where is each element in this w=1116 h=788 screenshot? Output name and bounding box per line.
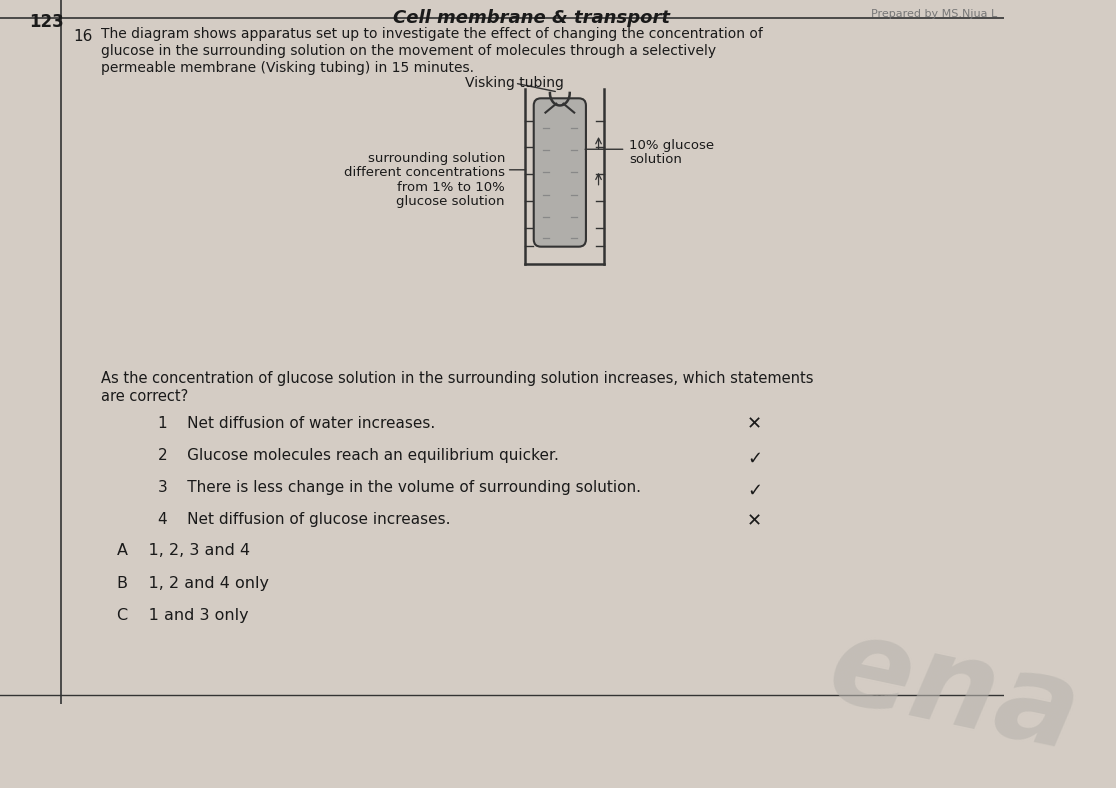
Text: 4    Net diffusion of glucose increases.: 4 Net diffusion of glucose increases.	[157, 512, 450, 527]
Text: The diagram shows apparatus set up to investigate the effect of changing the con: The diagram shows apparatus set up to in…	[100, 27, 762, 41]
Text: Prepared by MS.Njua L: Prepared by MS.Njua L	[870, 9, 998, 19]
Text: Cell membrane & transport: Cell membrane & transport	[393, 9, 670, 27]
Text: glucose solution: glucose solution	[396, 195, 504, 208]
Text: different concentrations: different concentrations	[344, 166, 504, 179]
Text: 1    Net diffusion of water increases.: 1 Net diffusion of water increases.	[157, 415, 435, 430]
Text: A    1, 2, 3 and 4: A 1, 2, 3 and 4	[117, 544, 250, 559]
Text: solution: solution	[629, 153, 682, 165]
Text: ✓: ✓	[747, 449, 762, 467]
Text: are correct?: are correct?	[100, 388, 189, 403]
Text: ena: ena	[819, 608, 1090, 775]
Text: 16: 16	[74, 28, 93, 43]
Text: 10% glucose: 10% glucose	[629, 139, 714, 151]
Text: As the concentration of glucose solution in the surrounding solution increases, : As the concentration of glucose solution…	[100, 371, 814, 386]
Text: surrounding solution: surrounding solution	[367, 152, 504, 165]
Text: ✕: ✕	[747, 512, 762, 530]
Text: 3    There is less change in the volume of surrounding solution.: 3 There is less change in the volume of …	[157, 480, 641, 495]
Text: 2    Glucose molecules reach an equilibrium quicker.: 2 Glucose molecules reach an equilibrium…	[157, 448, 558, 463]
Text: ✕: ✕	[747, 415, 762, 433]
Text: ✓: ✓	[747, 481, 762, 500]
Text: 123: 123	[29, 13, 64, 31]
Text: from 1% to 10%: from 1% to 10%	[397, 180, 504, 194]
Text: B    1, 2 and 4 only: B 1, 2 and 4 only	[117, 575, 269, 590]
Text: glucose in the surrounding solution on the movement of molecules through a selec: glucose in the surrounding solution on t…	[100, 44, 716, 58]
Text: permeable membrane (Visking tubing) in 15 minutes.: permeable membrane (Visking tubing) in 1…	[100, 61, 474, 75]
FancyBboxPatch shape	[533, 98, 586, 247]
Text: C    1 and 3 only: C 1 and 3 only	[117, 608, 249, 623]
Text: Visking tubing: Visking tubing	[465, 76, 565, 91]
